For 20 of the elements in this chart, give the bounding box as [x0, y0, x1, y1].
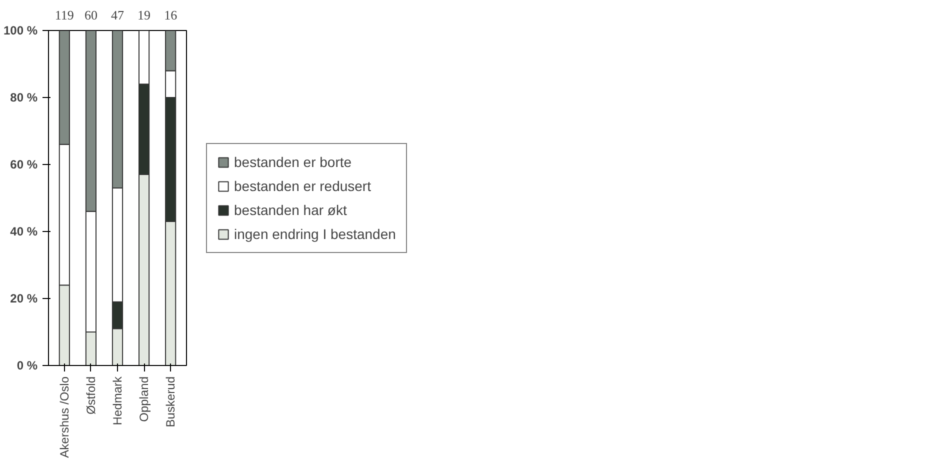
y-tick-label: 100 %	[3, 24, 38, 38]
x-tick-label: Hedmark	[110, 376, 124, 426]
y-tick-label: 80 %	[10, 90, 38, 104]
annotation: 47	[111, 8, 124, 22]
x-tick-label: Buskerud	[164, 376, 178, 428]
y-tick-label: 40 %	[10, 224, 38, 238]
annotation: 16	[164, 8, 178, 22]
legend-label: ingen endring I bestanden	[234, 226, 396, 242]
legend-label: bestanden er redusert	[234, 178, 371, 194]
x-tick-label: Oppland	[137, 376, 152, 422]
annotation: 19	[138, 8, 151, 22]
x-tick-label: Akershus /Oslo	[57, 376, 72, 458]
y-tick-label: 20 %	[10, 292, 38, 306]
annotation: 119	[54, 8, 74, 22]
x-tick-label: Østfold	[84, 376, 98, 415]
annotation: 60	[84, 8, 98, 22]
legend-label: bestanden har økt	[234, 202, 347, 218]
y-tick-label: 0 %	[16, 358, 38, 372]
legend-label: bestanden er borte	[234, 154, 352, 170]
y-tick-label: 60 %	[10, 158, 38, 172]
